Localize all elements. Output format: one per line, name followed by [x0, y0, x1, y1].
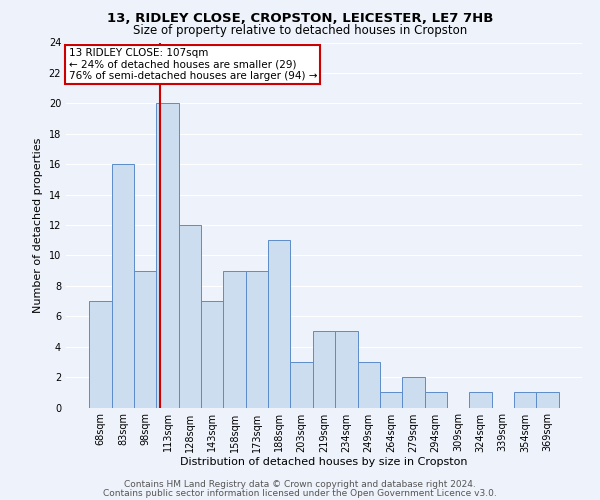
- Bar: [290, 362, 313, 408]
- Bar: [112, 164, 134, 408]
- Bar: [89, 301, 112, 408]
- Bar: [402, 377, 425, 408]
- Bar: [201, 301, 223, 408]
- X-axis label: Distribution of detached houses by size in Cropston: Distribution of detached houses by size …: [180, 458, 468, 468]
- Text: 13, RIDLEY CLOSE, CROPSTON, LEICESTER, LE7 7HB: 13, RIDLEY CLOSE, CROPSTON, LEICESTER, L…: [107, 12, 493, 26]
- Bar: [313, 332, 335, 407]
- Bar: [134, 270, 157, 407]
- Bar: [514, 392, 536, 407]
- Y-axis label: Number of detached properties: Number of detached properties: [33, 138, 43, 312]
- Text: Size of property relative to detached houses in Cropston: Size of property relative to detached ho…: [133, 24, 467, 37]
- Bar: [157, 104, 179, 408]
- Text: Contains public sector information licensed under the Open Government Licence v3: Contains public sector information licen…: [103, 488, 497, 498]
- Text: Contains HM Land Registry data © Crown copyright and database right 2024.: Contains HM Land Registry data © Crown c…: [124, 480, 476, 489]
- Bar: [358, 362, 380, 408]
- Bar: [223, 270, 246, 407]
- Bar: [179, 225, 201, 408]
- Bar: [335, 332, 358, 407]
- Bar: [425, 392, 447, 407]
- Bar: [268, 240, 290, 408]
- Text: 13 RIDLEY CLOSE: 107sqm
← 24% of detached houses are smaller (29)
76% of semi-de: 13 RIDLEY CLOSE: 107sqm ← 24% of detache…: [68, 48, 317, 81]
- Bar: [469, 392, 491, 407]
- Bar: [536, 392, 559, 407]
- Bar: [380, 392, 402, 407]
- Bar: [246, 270, 268, 407]
